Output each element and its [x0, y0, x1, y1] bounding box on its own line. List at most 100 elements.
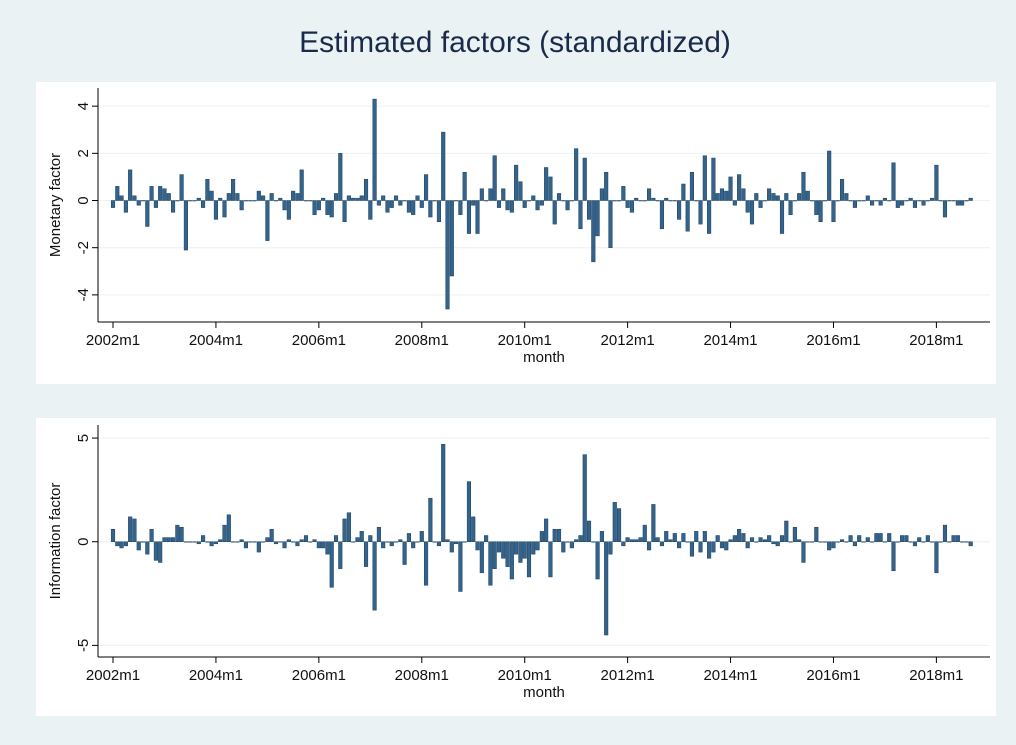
bar — [428, 200, 433, 218]
bar — [934, 541, 939, 574]
bar — [707, 200, 712, 234]
bar — [501, 541, 506, 559]
bar — [222, 200, 227, 218]
bar — [303, 200, 309, 202]
bar — [231, 541, 236, 543]
bar — [170, 200, 176, 213]
bar — [441, 131, 446, 201]
bar — [621, 541, 626, 547]
bar — [488, 188, 493, 201]
bar — [136, 200, 141, 206]
bar — [402, 541, 407, 565]
bar — [333, 535, 339, 542]
bar — [882, 197, 887, 201]
bar — [874, 533, 879, 542]
bar — [749, 200, 755, 225]
bar — [385, 541, 390, 543]
bar — [368, 200, 373, 220]
bar — [689, 171, 695, 201]
bar — [895, 541, 900, 543]
bar — [651, 197, 656, 201]
bar — [299, 539, 304, 542]
bar — [539, 531, 544, 542]
bar — [462, 541, 467, 543]
bar — [681, 533, 686, 542]
bar — [574, 539, 579, 542]
bar — [140, 200, 146, 202]
bar — [625, 537, 630, 542]
bar — [535, 200, 540, 211]
bar — [955, 200, 960, 206]
bar — [938, 200, 943, 202]
bar — [865, 195, 870, 201]
bar — [930, 197, 935, 201]
bar — [792, 200, 797, 202]
bar — [441, 444, 446, 542]
bar — [514, 164, 519, 201]
bar — [265, 200, 270, 241]
bar — [132, 195, 137, 201]
bar — [312, 200, 317, 215]
bar — [865, 537, 870, 542]
y-tick-label: 2 — [75, 149, 92, 157]
bar — [852, 541, 857, 547]
y-tick-label: 0 — [75, 538, 92, 546]
bar — [351, 197, 356, 201]
bar — [784, 520, 789, 542]
bar — [278, 197, 283, 201]
bar — [295, 193, 300, 201]
y-axis-title: Information factor — [47, 483, 64, 600]
bar — [226, 514, 231, 542]
bar — [938, 541, 943, 543]
bar — [921, 541, 926, 543]
bar — [917, 537, 922, 542]
bar — [745, 200, 750, 213]
bar — [835, 200, 840, 202]
bar — [312, 539, 317, 542]
bar — [578, 200, 583, 230]
bar — [779, 535, 785, 542]
bar — [835, 541, 840, 543]
bar — [411, 200, 416, 215]
bar — [282, 200, 287, 211]
bar — [338, 541, 343, 569]
bar — [616, 200, 622, 202]
bar — [501, 188, 506, 201]
bar — [471, 516, 476, 542]
bar — [608, 200, 613, 248]
bar — [702, 155, 707, 201]
bar — [376, 526, 381, 542]
bar — [891, 541, 896, 572]
bar — [458, 541, 463, 592]
bar — [655, 537, 660, 542]
bar — [282, 541, 287, 549]
bar — [303, 535, 309, 542]
bar — [677, 200, 682, 220]
bar — [158, 541, 163, 563]
bar — [737, 529, 742, 542]
bar — [273, 200, 279, 202]
bar — [552, 200, 557, 225]
bar — [205, 179, 210, 201]
bar — [385, 200, 390, 213]
bar — [466, 481, 472, 542]
bar — [779, 200, 785, 234]
bar — [647, 188, 652, 201]
bar — [968, 197, 973, 201]
x-axis-title: month — [523, 684, 565, 701]
bar — [694, 531, 699, 542]
bar — [389, 200, 394, 208]
bar — [381, 195, 386, 201]
bar — [308, 200, 313, 202]
bar — [878, 533, 883, 542]
bar — [428, 497, 433, 542]
bar — [514, 541, 519, 555]
bar — [565, 541, 570, 543]
bar — [749, 537, 755, 542]
x-tick-label: 2006m1 — [292, 667, 346, 684]
bar — [153, 541, 158, 561]
bar — [754, 193, 759, 201]
bar — [788, 541, 793, 543]
bar — [672, 200, 677, 202]
bar — [814, 200, 819, 215]
